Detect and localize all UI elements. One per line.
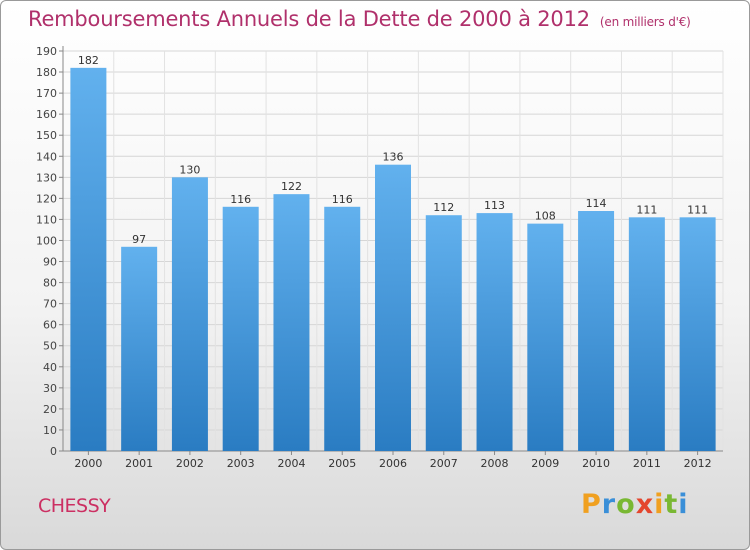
x-tick-label: 2003 (227, 457, 255, 470)
bar (273, 194, 310, 451)
bar (578, 211, 615, 451)
bars (70, 67, 716, 451)
bar (679, 217, 716, 451)
bar (70, 67, 107, 451)
bar (628, 217, 665, 451)
y-tick-label: 150 (36, 129, 57, 142)
y-tick-label: 90 (43, 256, 57, 269)
y-tick-label: 30 (43, 382, 57, 395)
x-tick-label: 2005 (328, 457, 356, 470)
y-tick-label: 160 (36, 108, 57, 121)
x-tick-label: 2006 (379, 457, 407, 470)
y-tick-label: 100 (36, 234, 57, 247)
y-tick-label: 40 (43, 361, 57, 374)
y-tick-label: 80 (43, 277, 57, 290)
bar (222, 206, 259, 451)
x-tick-label: 2009 (531, 457, 559, 470)
y-tick-label: 170 (36, 87, 57, 100)
x-tick-label: 2012 (684, 457, 712, 470)
x-tick-label: 2008 (481, 457, 509, 470)
x-tick-label: 2001 (125, 457, 153, 470)
data-label: 182 (78, 54, 99, 67)
data-labels: 182 97 130 116 122 116 136 112 113 108 114 111 111 (78, 54, 708, 246)
y-tick-label: 140 (36, 150, 57, 163)
y-tick-label: 70 (43, 298, 57, 311)
x-tick-label: 2011 (633, 457, 661, 470)
data-label: 116 (230, 193, 251, 206)
y-tick-label: 50 (43, 340, 57, 353)
data-label: 136 (383, 151, 404, 164)
y-tick-label: 120 (36, 192, 57, 205)
y-tick-label: 190 (36, 45, 57, 58)
chart-title: Remboursements Annuels de la Dette de 20… (28, 7, 691, 31)
bar (425, 215, 462, 451)
y-tick-label: 0 (50, 445, 57, 458)
bar (476, 213, 513, 451)
data-label: 112 (433, 201, 454, 214)
y-tick-label: 10 (43, 424, 57, 437)
data-label: 97 (132, 233, 146, 246)
x-tick-label: 2002 (176, 457, 204, 470)
data-label: 130 (179, 163, 200, 176)
chart-title-text: Remboursements Annuels de la Dette de 20… (28, 7, 590, 31)
y-tick-label: 130 (36, 171, 57, 184)
city-name: CHESSY (38, 495, 111, 517)
data-label: 113 (484, 199, 505, 212)
bar-chart: 0 10 20 30 40 50 60 70 80 90 100 110 120 130 140 150 160… (36, 45, 724, 470)
x-tick-label: 2010 (582, 457, 610, 470)
x-tick-label: 2007 (430, 457, 458, 470)
bar (171, 177, 208, 451)
data-label: 114 (586, 197, 607, 210)
data-label: 111 (636, 203, 657, 216)
bar (527, 223, 564, 451)
bar (121, 246, 158, 451)
x-tick-label: 2004 (277, 457, 305, 470)
data-label: 111 (687, 203, 708, 216)
data-label: 116 (332, 193, 353, 206)
bar (324, 206, 361, 451)
x-tick-label: 2000 (74, 457, 102, 470)
y-tick-label: 180 (36, 66, 57, 79)
y-tick-label: 60 (43, 319, 57, 332)
chart-unit: (en milliers d'€) (599, 15, 691, 29)
data-label: 108 (535, 210, 556, 223)
proxiti-logo: Proxiti (581, 489, 689, 520)
y-tick-label: 20 (43, 403, 57, 416)
y-tick-label: 110 (36, 213, 57, 226)
data-label: 122 (281, 180, 302, 193)
bar (375, 164, 411, 451)
